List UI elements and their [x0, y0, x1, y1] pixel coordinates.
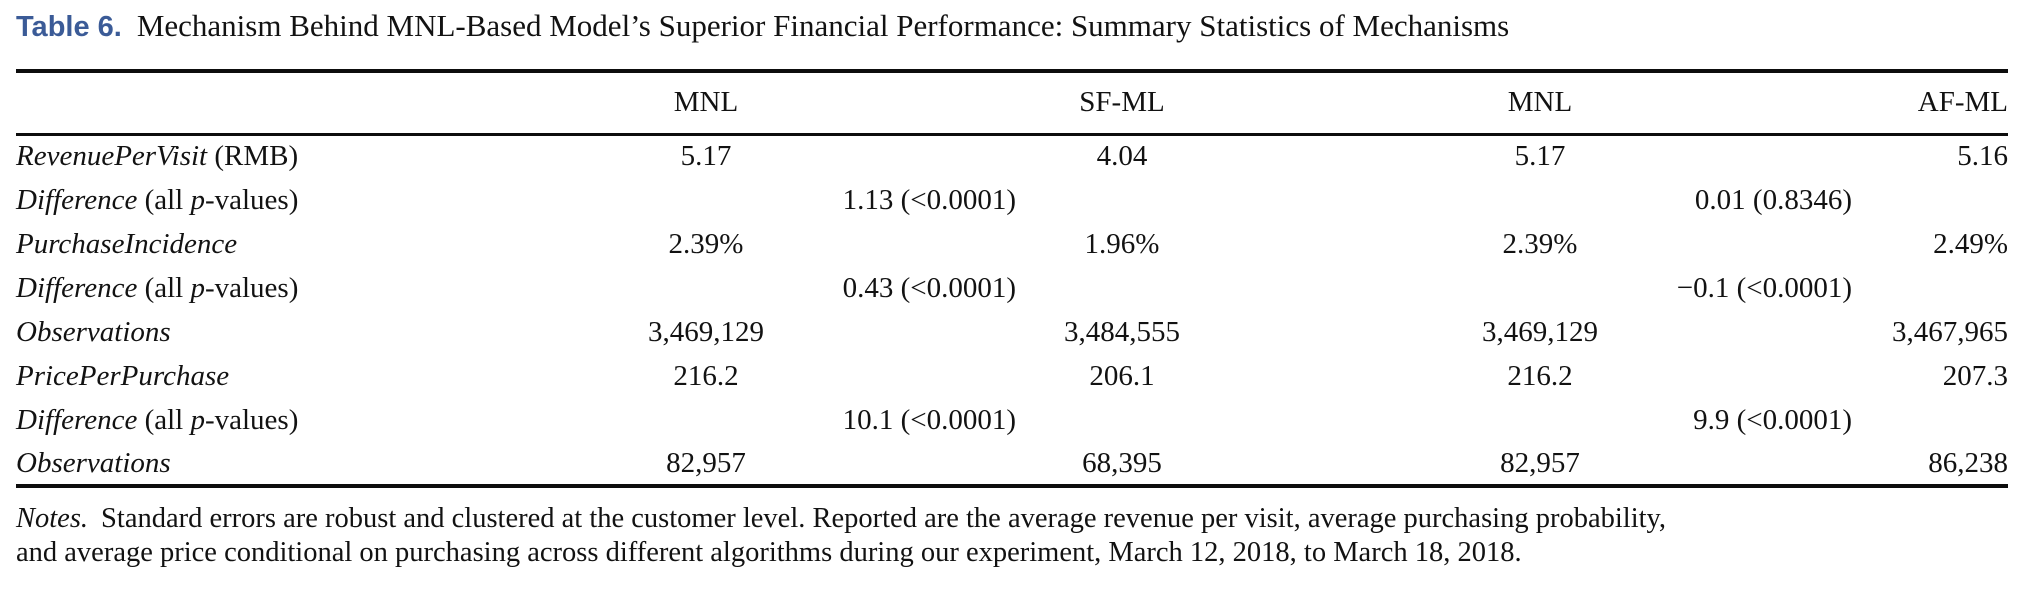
cell-mnl-2: 2.39%: [1502, 227, 1578, 260]
cell-difference-right: 9.9 (<0.0001): [1693, 403, 1852, 436]
cell-gap: [1016, 398, 1228, 442]
cell-difference-left: 0.43 (<0.0001): [842, 271, 1016, 304]
cell-sf-ml: 4.04: [1096, 140, 1148, 173]
cell-sf-ml: 3,484,555: [1064, 315, 1180, 348]
table-row: Observations 3,469,129 3,484,555 3,469,129 3…: [16, 310, 2008, 354]
cell-af-ml: 207.3: [1942, 359, 2008, 392]
cell-difference-right: −0.1 (<0.0001): [1676, 271, 1852, 304]
cell-mnl-1: 2.39%: [668, 227, 744, 260]
cell-sf-ml: 68,395: [1016, 442, 1228, 488]
cell-gap: [856, 134, 1016, 178]
cell-mnl-2: 5.17: [1514, 140, 1566, 173]
col-header-sf-ml: SF-ML: [1016, 69, 1228, 136]
row-label: PricePerPurchase: [16, 359, 230, 392]
cell-gap: [856, 354, 1016, 398]
cell-af-ml: 86,238: [1852, 442, 2008, 488]
notes-text-line-2: and average price conditional on purchas…: [16, 537, 1522, 568]
row-label: Difference (all p-values): [16, 403, 299, 436]
cell-af-ml: 3,467,965: [1892, 315, 2008, 348]
table-body: RevenuePerVisit (RMB) 5.17 4.04 5.17 5.16 Dif…: [16, 134, 2008, 488]
col-header-mnl-2: MNL: [1228, 69, 1852, 136]
col-header-gap: [856, 69, 1016, 136]
table-number-label: Table 6.: [16, 11, 122, 43]
table-row: Observations 82,957 68,395 82,957 86,238: [16, 442, 2008, 488]
table-row: Difference (all p-values) 10.1 (<0.0001) 9…: [16, 398, 2008, 442]
cell-gap: [1016, 178, 1228, 222]
cell-gap: [856, 442, 1016, 488]
cell-gap: [856, 222, 1016, 266]
cell-gap: [856, 310, 1016, 354]
notes-paragraph: Notes. Standard errors are robust and clu…: [16, 502, 2008, 570]
row-label: Observations: [16, 442, 556, 488]
cell-mnl-2: 216.2: [1507, 359, 1573, 392]
notes-text-line-1: Standard errors are robust and clustered…: [101, 503, 1667, 534]
paper-page: Table 6. Mechanism Behind MNL-Based Model…: [16, 7, 2008, 570]
cell-mnl-1: 216.2: [673, 359, 739, 392]
cell-mnl-1: 5.17: [680, 140, 732, 173]
cell-af-ml: 2.49%: [1933, 227, 2008, 260]
cell-gap: [1852, 398, 2008, 442]
summary-statistics-table: MNL SF-ML MNL AF-ML RevenuePerVisit (RMB) 5.…: [16, 69, 2008, 488]
cell-difference-left: 10.1 (<0.0001): [842, 403, 1016, 436]
table-row: Difference (all p-values) 1.13 (<0.0001) 0…: [16, 178, 2008, 222]
row-label: Difference (all p-values): [16, 271, 299, 304]
col-header-af-ml: AF-ML: [1852, 69, 2008, 136]
row-label: PurchaseIncidence: [16, 227, 238, 260]
cell-af-ml: 5.16: [1957, 140, 2008, 173]
col-header-empty: [16, 69, 556, 136]
cell-gap: [1852, 266, 2008, 310]
cell-gap: [1016, 266, 1228, 310]
table-row: Difference (all p-values) 0.43 (<0.0001) −…: [16, 266, 2008, 310]
table-row: RevenuePerVisit (RMB) 5.17 4.04 5.17 5.16: [16, 134, 2008, 178]
row-label: RevenuePerVisit (RMB): [16, 140, 299, 173]
table-row: PurchaseIncidence 2.39% 1.96% 2.39% 2.49%: [16, 222, 2008, 266]
header-row: MNL SF-ML MNL AF-ML: [16, 69, 2008, 136]
table-caption: Table 6. Mechanism Behind MNL-Based Model…: [16, 7, 2008, 46]
table-row: PricePerPurchase 216.2 206.1 216.2 207.3: [16, 354, 2008, 398]
cell-sf-ml: 1.96%: [1084, 227, 1160, 260]
col-header-mnl-1: MNL: [556, 69, 856, 136]
cell-mnl-1: 3,469,129: [648, 315, 764, 348]
notes-label: Notes.: [16, 503, 89, 534]
cell-gap: [1852, 178, 2008, 222]
row-label: Difference (all p-values): [16, 183, 299, 216]
cell-sf-ml: 206.1: [1089, 359, 1155, 392]
cell-difference-left: 1.13 (<0.0001): [842, 183, 1016, 216]
cell-mnl-1: 82,957: [556, 442, 856, 488]
table-title-text: Mechanism Behind MNL-Based Model’s Super…: [136, 8, 1510, 43]
cell-mnl-2: 3,469,129: [1482, 315, 1598, 348]
row-label: Observations: [16, 315, 171, 348]
cell-difference-right: 0.01 (0.8346): [1694, 183, 1852, 216]
cell-mnl-2: 82,957: [1228, 442, 1852, 488]
table-header: MNL SF-ML MNL AF-ML: [16, 69, 2008, 136]
